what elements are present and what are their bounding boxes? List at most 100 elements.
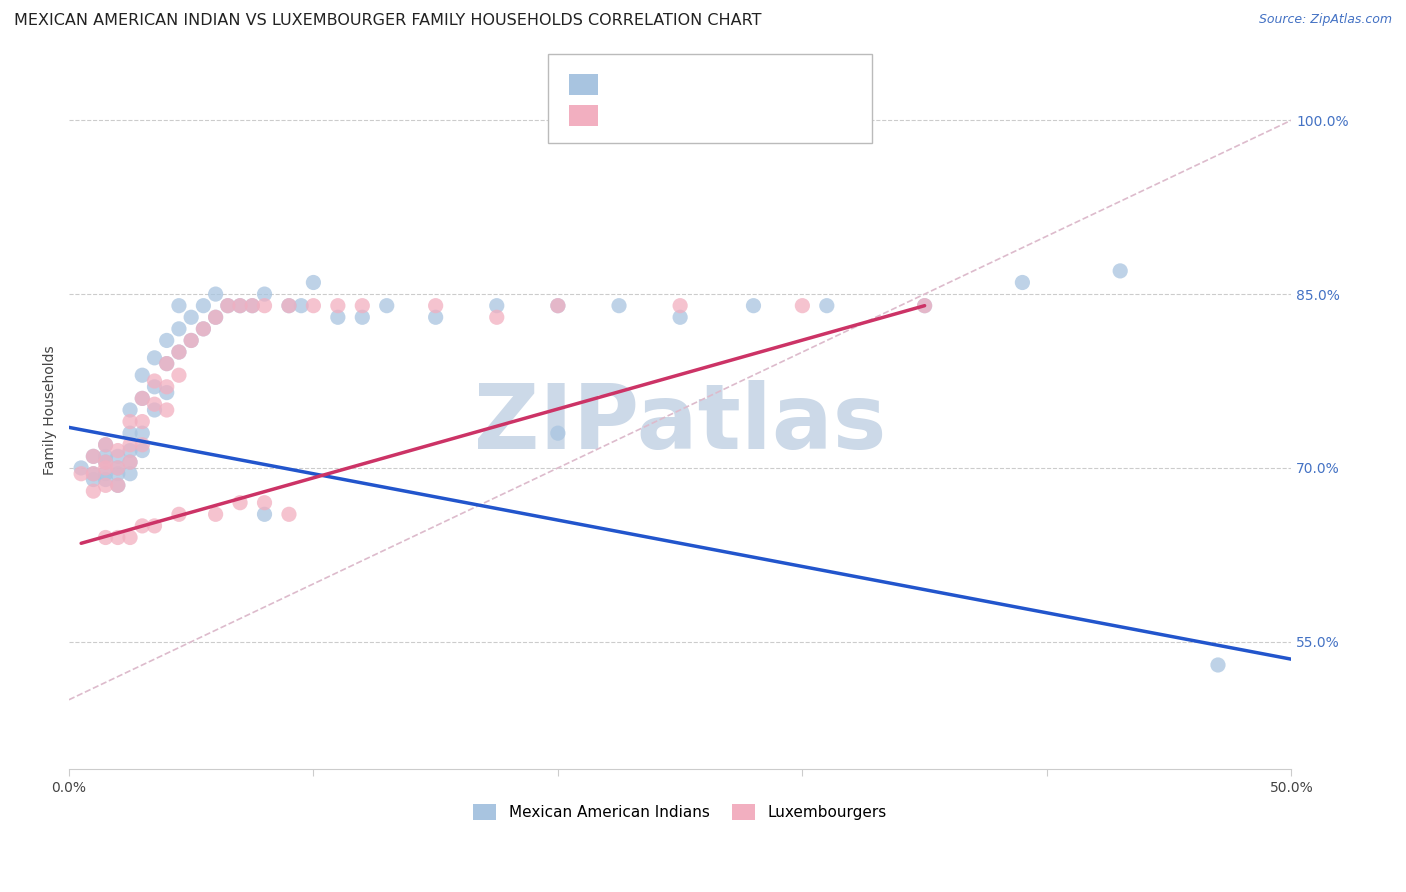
Text: -0.378: -0.378 bbox=[648, 76, 703, 90]
Point bbox=[180, 310, 202, 325]
Point bbox=[94, 478, 117, 492]
Point bbox=[792, 299, 814, 313]
Text: Source: ZipAtlas.com: Source: ZipAtlas.com bbox=[1258, 13, 1392, 27]
Point bbox=[156, 357, 179, 371]
Point bbox=[669, 310, 692, 325]
Point bbox=[914, 299, 936, 313]
Point bbox=[425, 310, 447, 325]
Point bbox=[547, 426, 569, 441]
Text: MEXICAN AMERICAN INDIAN VS LUXEMBOURGER FAMILY HOUSEHOLDS CORRELATION CHART: MEXICAN AMERICAN INDIAN VS LUXEMBOURGER … bbox=[14, 13, 762, 29]
Point bbox=[326, 310, 349, 325]
Point bbox=[131, 438, 153, 452]
Point bbox=[156, 357, 179, 371]
Point bbox=[118, 403, 141, 417]
Point bbox=[94, 461, 117, 475]
Point bbox=[131, 392, 153, 406]
Point bbox=[669, 299, 692, 313]
Point bbox=[167, 368, 190, 383]
Point bbox=[118, 455, 141, 469]
Point bbox=[180, 334, 202, 348]
Point bbox=[167, 508, 190, 522]
Point bbox=[180, 334, 202, 348]
Point bbox=[742, 299, 765, 313]
Text: N =: N = bbox=[714, 106, 758, 120]
Point bbox=[118, 467, 141, 481]
Point bbox=[143, 403, 166, 417]
Point bbox=[94, 455, 117, 469]
Point bbox=[131, 392, 153, 406]
Point bbox=[107, 467, 129, 481]
Text: R =: R = bbox=[609, 76, 643, 90]
Point bbox=[302, 299, 325, 313]
Point bbox=[143, 397, 166, 411]
Point bbox=[107, 461, 129, 475]
Point bbox=[82, 473, 104, 487]
Point bbox=[70, 467, 93, 481]
Point bbox=[118, 415, 141, 429]
Point bbox=[131, 426, 153, 441]
Point bbox=[107, 531, 129, 545]
Point bbox=[94, 438, 117, 452]
Point bbox=[143, 380, 166, 394]
Point bbox=[229, 299, 252, 313]
Text: ZIPatlas: ZIPatlas bbox=[474, 380, 886, 468]
Point bbox=[94, 467, 117, 481]
Point bbox=[229, 496, 252, 510]
Point bbox=[193, 299, 215, 313]
Text: N =: N = bbox=[714, 76, 758, 90]
Point bbox=[217, 299, 239, 313]
Point bbox=[217, 299, 239, 313]
Point bbox=[131, 415, 153, 429]
Point bbox=[253, 496, 276, 510]
Point bbox=[204, 508, 226, 522]
Point bbox=[204, 287, 226, 301]
Point bbox=[1206, 658, 1229, 673]
Point bbox=[204, 310, 226, 325]
Point bbox=[107, 443, 129, 458]
Point bbox=[914, 299, 936, 313]
Text: R =: R = bbox=[609, 106, 643, 120]
Point bbox=[253, 299, 276, 313]
Point bbox=[156, 380, 179, 394]
Point bbox=[352, 299, 374, 313]
Text: 60: 60 bbox=[761, 76, 782, 90]
Point bbox=[143, 351, 166, 365]
Point bbox=[375, 299, 398, 313]
Point bbox=[485, 299, 508, 313]
Point bbox=[547, 299, 569, 313]
Point bbox=[229, 299, 252, 313]
Point bbox=[118, 426, 141, 441]
Point bbox=[278, 299, 301, 313]
Point bbox=[1011, 276, 1033, 290]
Point bbox=[107, 461, 129, 475]
Point bbox=[815, 299, 838, 313]
Legend: Mexican American Indians, Luxembourgers: Mexican American Indians, Luxembourgers bbox=[467, 798, 893, 826]
Point bbox=[118, 455, 141, 469]
Point bbox=[193, 322, 215, 336]
Point bbox=[118, 443, 141, 458]
Point bbox=[107, 478, 129, 492]
Point bbox=[278, 299, 301, 313]
Point bbox=[204, 310, 226, 325]
Point bbox=[240, 299, 263, 313]
Point bbox=[253, 508, 276, 522]
Point bbox=[425, 299, 447, 313]
Point bbox=[143, 519, 166, 533]
Point bbox=[131, 443, 153, 458]
Point bbox=[167, 345, 190, 359]
Point bbox=[94, 438, 117, 452]
Point bbox=[118, 438, 141, 452]
Point bbox=[607, 299, 630, 313]
Point bbox=[82, 467, 104, 481]
Point bbox=[94, 531, 117, 545]
Point bbox=[167, 345, 190, 359]
Point bbox=[82, 467, 104, 481]
Point bbox=[167, 299, 190, 313]
Point bbox=[82, 450, 104, 464]
Point bbox=[107, 450, 129, 464]
Point bbox=[94, 473, 117, 487]
Point bbox=[82, 484, 104, 499]
Text: 51: 51 bbox=[761, 106, 782, 120]
Point bbox=[156, 334, 179, 348]
Point bbox=[290, 299, 312, 313]
